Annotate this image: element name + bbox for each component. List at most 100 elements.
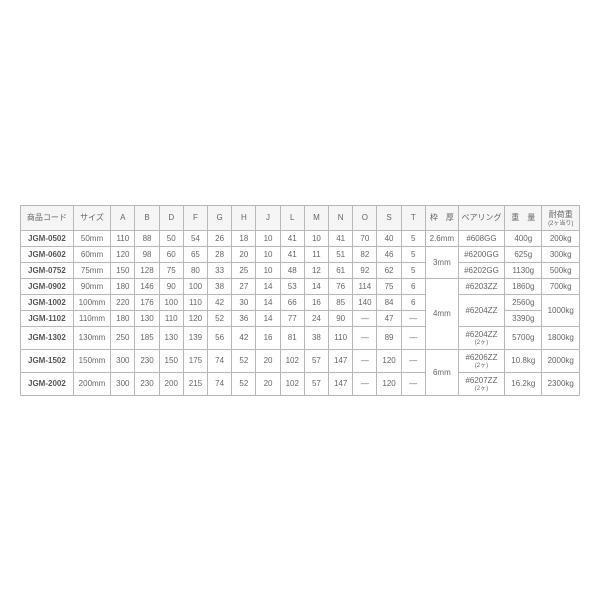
cell-A: 120 [111,246,135,262]
cell-J: 16 [256,326,280,349]
cell-size: 100mm [73,294,110,310]
cell-size: 110mm [73,310,110,326]
cell-bearing: #6207ZZ(2ヶ) [458,372,504,395]
spec-table: 商品コード サイズ A B D F G H J L M N O S T 枠 厚 … [20,205,580,396]
cell-L: 77 [280,310,304,326]
table-row: JGM-1502150mm30023015017574522010257147—… [21,349,580,372]
cell-B: 128 [135,262,159,278]
cell-D: 200 [159,372,183,395]
cell-G: 38 [208,278,232,294]
cell-size: 90mm [73,278,110,294]
cell-S: 120 [377,349,401,372]
cell-weight: 1860g [505,278,542,294]
header-bearing: ベアリング [458,205,504,230]
cell-A: 300 [111,372,135,395]
cell-D: 130 [159,326,183,349]
cell-frame-thickness: 4mm [425,278,458,349]
cell-A: 300 [111,349,135,372]
cell-weight: 2560g [505,294,542,310]
cell-L: 41 [280,246,304,262]
header-frame-thickness: 枠 厚 [425,205,458,230]
header-J: J [256,205,280,230]
cell-code: JGM-0602 [21,246,74,262]
cell-M: 24 [304,310,328,326]
spec-table-container: 商品コード サイズ A B D F G H J L M N O S T 枠 厚 … [20,205,580,396]
header-size: サイズ [73,205,110,230]
cell-S: 62 [377,262,401,278]
cell-S: 75 [377,278,401,294]
cell-A: 220 [111,294,135,310]
cell-B: 146 [135,278,159,294]
header-H: H [232,205,256,230]
cell-T: 6 [401,294,425,310]
cell-J: 14 [256,294,280,310]
cell-G: 74 [208,372,232,395]
table-row: JGM-2002200mm30023020021574522010257147—… [21,372,580,395]
cell-S: 46 [377,246,401,262]
cell-L: 81 [280,326,304,349]
header-load: 耐荷重 (2ヶ当り) [542,205,580,230]
cell-L: 102 [280,372,304,395]
header-load-sub: (2ヶ当り) [543,221,578,227]
cell-N: 147 [329,372,353,395]
cell-F: 120 [183,310,207,326]
cell-load: 200kg [542,230,580,246]
cell-size: 75mm [73,262,110,278]
cell-bearing: #6204ZZ(2ヶ) [458,326,504,349]
header-A: A [111,205,135,230]
cell-size: 130mm [73,326,110,349]
cell-load: 2000kg [542,349,580,372]
cell-O: — [353,326,377,349]
cell-F: 110 [183,294,207,310]
cell-F: 65 [183,246,207,262]
cell-B: 230 [135,372,159,395]
cell-H: 52 [232,372,256,395]
cell-A: 250 [111,326,135,349]
cell-frame-thickness: 6mm [425,349,458,395]
cell-O: — [353,372,377,395]
cell-T: 6 [401,278,425,294]
cell-load: 2300kg [542,372,580,395]
cell-D: 60 [159,246,183,262]
cell-bearing: #6202GG [458,262,504,278]
cell-G: 26 [208,230,232,246]
cell-bearing-sub: (2ヶ) [460,340,503,346]
cell-N: 51 [329,246,353,262]
cell-F: 175 [183,349,207,372]
cell-A: 180 [111,310,135,326]
cell-M: 12 [304,262,328,278]
header-N: N [329,205,353,230]
cell-N: 85 [329,294,353,310]
cell-F: 80 [183,262,207,278]
cell-H: 36 [232,310,256,326]
cell-A: 180 [111,278,135,294]
cell-G: 33 [208,262,232,278]
cell-load: 300kg [542,246,580,262]
cell-J: 10 [256,230,280,246]
cell-B: 130 [135,310,159,326]
cell-S: 47 [377,310,401,326]
cell-H: 18 [232,230,256,246]
cell-J: 10 [256,246,280,262]
header-M: M [304,205,328,230]
cell-size: 200mm [73,372,110,395]
cell-load: 700kg [542,278,580,294]
cell-H: 42 [232,326,256,349]
cell-M: 11 [304,246,328,262]
cell-G: 28 [208,246,232,262]
cell-M: 38 [304,326,328,349]
cell-B: 88 [135,230,159,246]
cell-D: 110 [159,310,183,326]
cell-bearing: #6203ZZ [458,278,504,294]
cell-D: 100 [159,294,183,310]
cell-M: 57 [304,349,328,372]
header-B: B [135,205,159,230]
table-body: JGM-050250mm110885054261810411041704052.… [21,230,580,395]
cell-L: 102 [280,349,304,372]
header-L: L [280,205,304,230]
cell-weight: 10.8kg [505,349,542,372]
cell-L: 66 [280,294,304,310]
cell-J: 10 [256,262,280,278]
header-S: S [377,205,401,230]
cell-weight: 16.2kg [505,372,542,395]
